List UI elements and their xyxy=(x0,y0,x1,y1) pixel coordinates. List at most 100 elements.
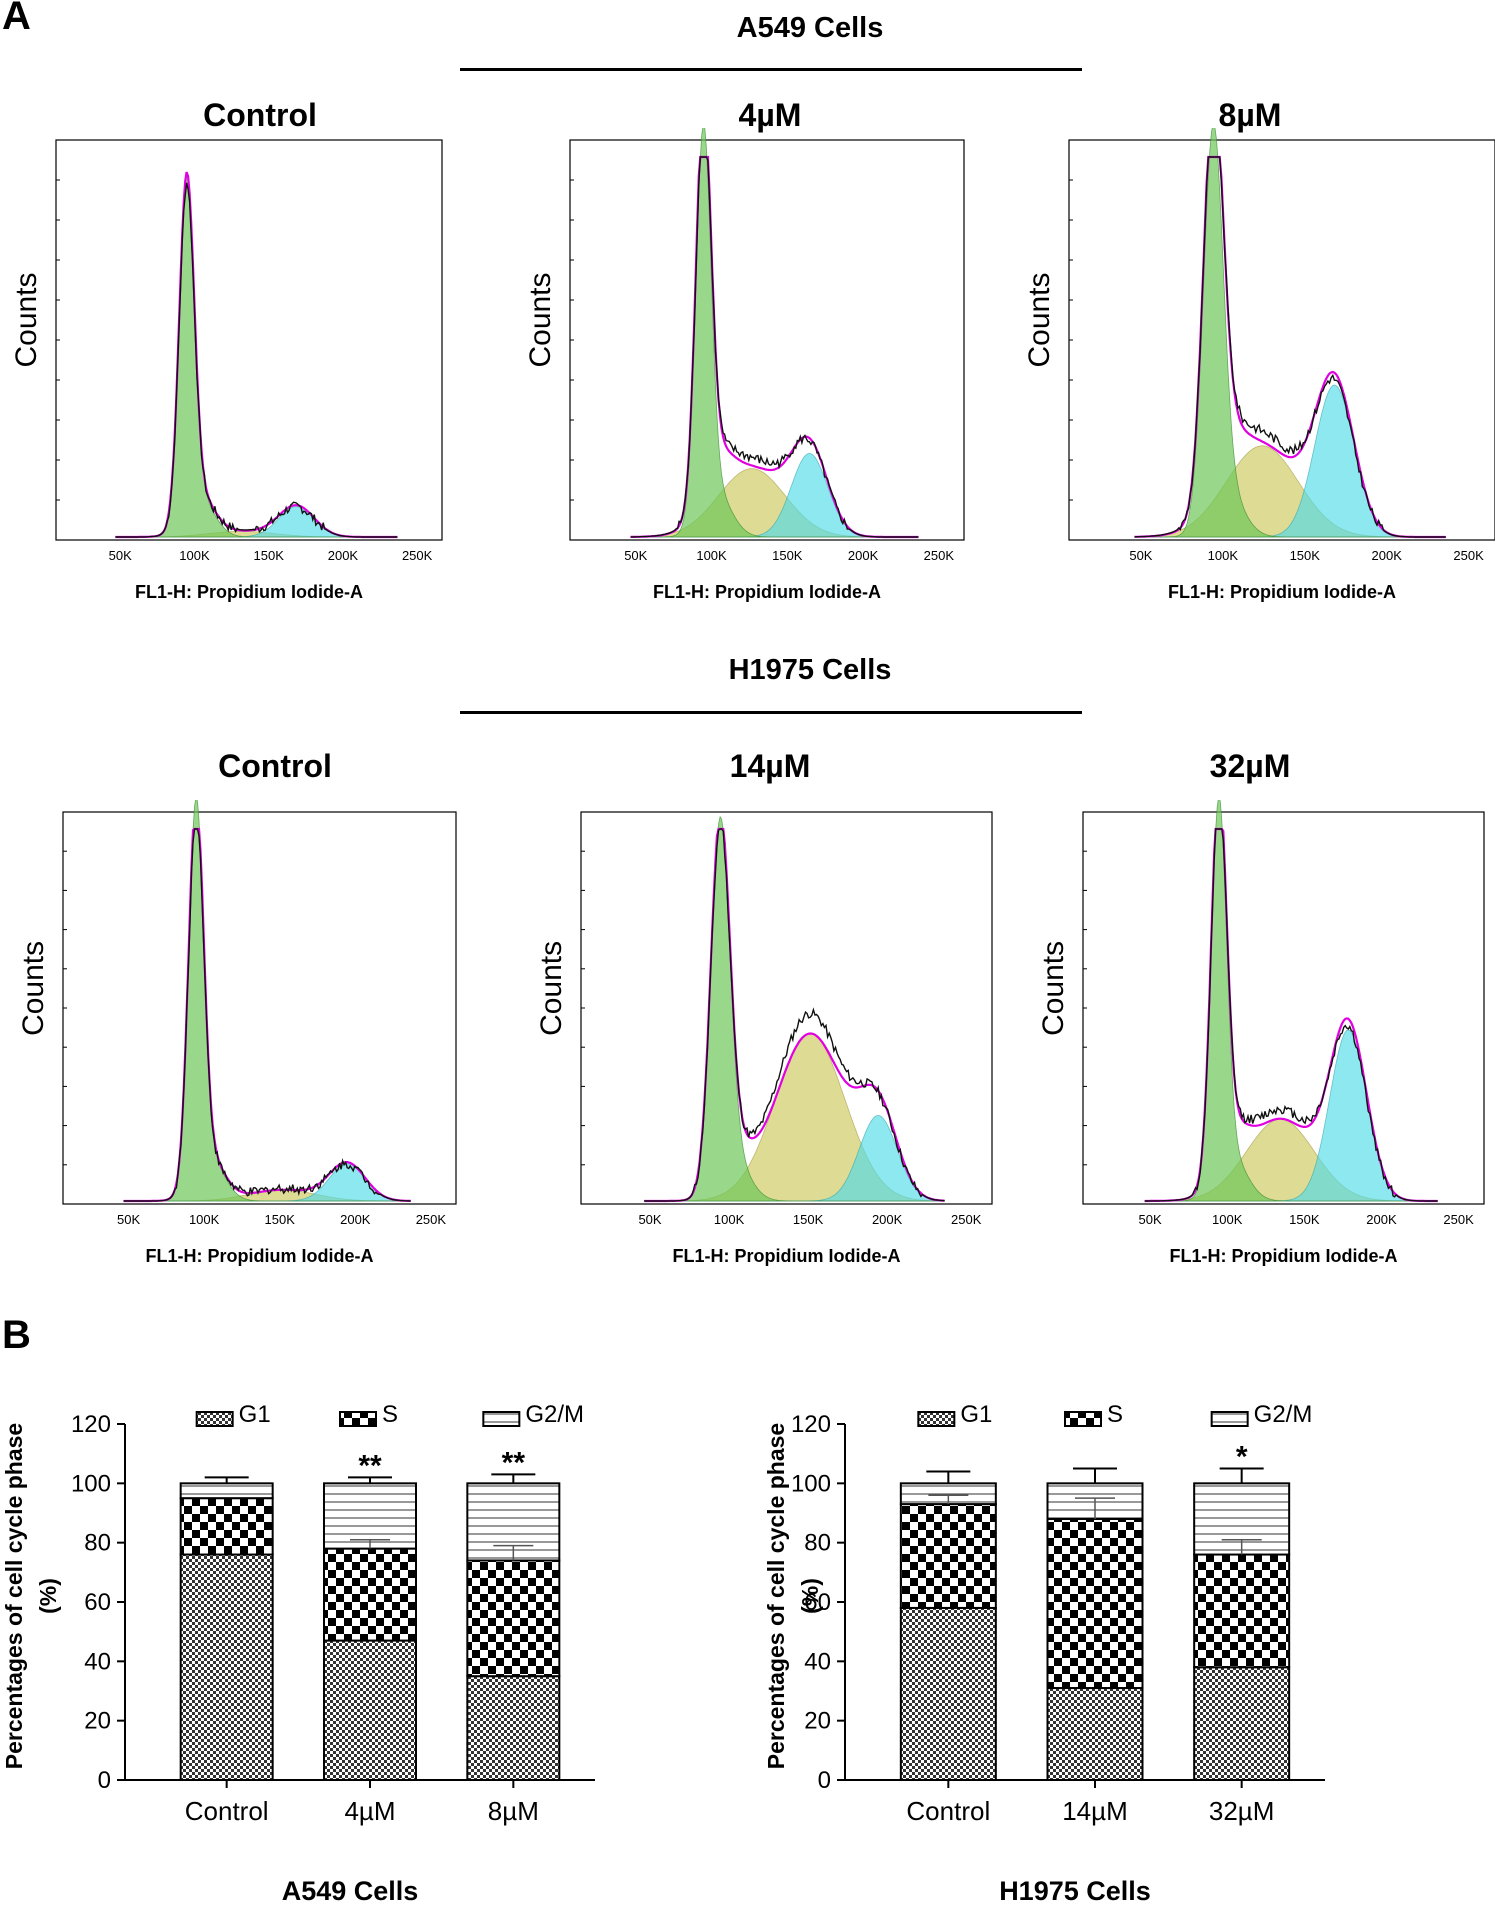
x-tick-label: 100K xyxy=(1212,1212,1243,1227)
legend-swatch xyxy=(339,1411,377,1427)
bar-segment-g1 xyxy=(323,1639,417,1782)
histogram-svg: 50K 100K 150K 200K 250K FL1-H: Propidium Iodi… xyxy=(1023,128,1495,602)
bar-segment-s xyxy=(179,1497,274,1556)
y-axis-label: Counts xyxy=(524,272,557,367)
histogram-title: 32µM xyxy=(1209,748,1291,784)
raw-data-line xyxy=(123,828,411,1202)
x-tick-label: 250K xyxy=(416,1212,447,1227)
y-tick-label: 120 xyxy=(71,1411,111,1438)
bar-segment-s xyxy=(323,1547,417,1642)
legend-label: G1 xyxy=(960,1401,992,1428)
panel-b-label: B xyxy=(2,1313,31,1357)
x-tick-label: 100K xyxy=(179,548,210,563)
plot-frame xyxy=(569,139,965,541)
x-tick-label: 250K xyxy=(1453,548,1484,563)
legend-label: G1 xyxy=(239,1401,271,1428)
g1-phase-area xyxy=(1134,128,1446,538)
x-tick-label: 100K xyxy=(696,548,727,563)
x-axis-label: FL1-H: Propidium Iodide-A xyxy=(1168,582,1396,602)
x-tick-label: 200K xyxy=(848,548,879,563)
raw-data-line xyxy=(1134,156,1446,538)
chart-title: A549 Cells xyxy=(282,1876,419,1905)
y-tick-label: 80 xyxy=(84,1530,111,1557)
y-tick-label: 100 xyxy=(791,1470,831,1497)
bar-segment-g1 xyxy=(899,1606,997,1781)
histogram-title: Control xyxy=(218,748,332,784)
y-axis-label: Counts xyxy=(535,941,568,1036)
x-tick-label: 250K xyxy=(402,548,433,563)
bar-segment-g1 xyxy=(1193,1666,1291,1781)
plot-frame xyxy=(62,811,457,1205)
x-tick-label: Control xyxy=(185,1796,269,1826)
y-axis-label: Counts xyxy=(10,272,43,367)
x-tick-label: 200K xyxy=(340,1212,371,1227)
x-tick-label: 50K xyxy=(624,548,647,563)
x-tick-label: 150K xyxy=(793,1212,824,1227)
a549-group-title: A549 Cells xyxy=(736,12,884,44)
raw-data-line xyxy=(115,182,398,538)
histogram-svg: 50K 100K 150K 200K 250K FL1-H: Propidium Iodi… xyxy=(17,800,457,1266)
x-axis-label: FL1-H: Propidium Iodide-A xyxy=(1170,1246,1398,1266)
y-tick-label: 40 xyxy=(804,1648,831,1675)
histogram-svg: 50K 100K 150K 200K 250K FL1-H: Propidium Iodi… xyxy=(524,128,965,602)
h1975-group-divider xyxy=(460,711,1082,714)
h1975-group-title: H1975 Cells xyxy=(728,654,892,686)
y-axis-label-unit: (%) xyxy=(35,1578,61,1614)
legend-swatch xyxy=(917,1411,956,1427)
x-tick-label: 250K xyxy=(924,548,955,563)
x-tick-label: 150K xyxy=(1289,1212,1320,1227)
x-tick-label: 200K xyxy=(1366,1212,1397,1227)
raw-data-line xyxy=(1144,828,1438,1202)
histogram-title: Control xyxy=(203,97,317,133)
x-tick-label: 32µM xyxy=(1209,1796,1275,1826)
y-tick-label: 40 xyxy=(84,1648,111,1675)
y-axis-label: Percentages of cell cycle phase xyxy=(763,1423,789,1769)
y-axis-label: Percentages of cell cycle phase xyxy=(1,1423,27,1769)
x-axis-label: FL1-H: Propidium Iodide-A xyxy=(673,1246,901,1266)
x-tick-label: 200K xyxy=(872,1212,903,1227)
legend-label: S xyxy=(1107,1401,1123,1428)
x-tick-label: 14µM xyxy=(1062,1796,1128,1826)
x-tick-label: 50K xyxy=(638,1212,661,1227)
x-tick-label: Control xyxy=(906,1796,990,1826)
y-tick-label: 80 xyxy=(804,1530,831,1557)
histogram-svg: 50K 100K 150K 200K 250K FL1-H: Propidium Iodi… xyxy=(535,811,993,1266)
legend-label: S xyxy=(382,1401,398,1428)
histogram-title: 8µM xyxy=(1218,97,1282,133)
x-tick-label: 250K xyxy=(951,1212,982,1227)
legend-swatch xyxy=(1064,1411,1102,1427)
legend-swatch xyxy=(1210,1411,1249,1427)
x-axis-label: FL1-H: Propidium Iodide-A xyxy=(653,582,881,602)
x-axis-label: FL1-H: Propidium Iodide-A xyxy=(146,1246,374,1266)
x-tick-label: 50K xyxy=(117,1212,140,1227)
x-tick-label: 150K xyxy=(1290,548,1321,563)
histogram-title: 4µM xyxy=(738,97,802,133)
x-tick-label: 50K xyxy=(109,548,132,563)
y-tick-label: 120 xyxy=(791,1411,831,1438)
y-tick-label: 60 xyxy=(84,1589,111,1616)
raw-data-line xyxy=(644,828,945,1202)
panel-a-label: A xyxy=(2,0,31,38)
bar-segment-s xyxy=(1046,1517,1144,1690)
y-axis-label: Counts xyxy=(1023,272,1056,367)
bar-segment-s xyxy=(1193,1553,1291,1669)
x-tick-label: 50K xyxy=(1139,1212,1162,1227)
bar-segment-g2m xyxy=(323,1482,417,1550)
bar-segment-s xyxy=(899,1503,997,1609)
raw-data-line xyxy=(630,156,919,538)
x-tick-label: 200K xyxy=(1372,548,1403,563)
x-tick-label: 100K xyxy=(714,1212,745,1227)
bar-segment-g1 xyxy=(1046,1687,1144,1781)
significance-marker: ** xyxy=(502,1446,526,1479)
stacked-bar-chart-a549: 0 20 40 60 80 100 120 Percentages of cell cycle… xyxy=(1,1401,595,1905)
legend-swatch xyxy=(482,1411,521,1427)
y-axis-label: Counts xyxy=(17,941,50,1036)
x-tick-label: 100K xyxy=(189,1212,220,1227)
legend-label: G2/M xyxy=(1254,1401,1313,1428)
legend-label: G2/M xyxy=(525,1401,584,1428)
bar-segment-g1 xyxy=(466,1675,561,1781)
x-tick-label: 4µM xyxy=(344,1796,395,1826)
bar-segment-s xyxy=(466,1559,561,1678)
plot-frame xyxy=(55,139,443,541)
histogram-svg: 50K 100K 150K 200K 250K FL1-H: Propidium Iodi… xyxy=(1037,800,1485,1266)
